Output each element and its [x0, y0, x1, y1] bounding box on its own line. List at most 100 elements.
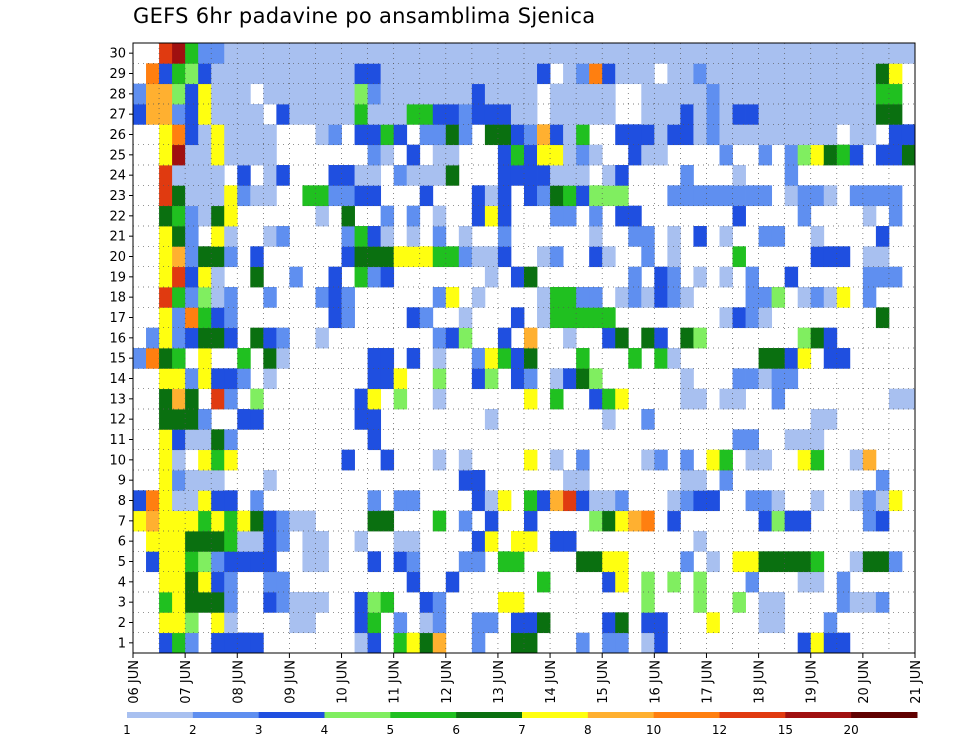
precip-cell [797, 43, 812, 64]
precip-cell [771, 592, 786, 613]
precip-cell [537, 43, 551, 64]
precip-cell [563, 63, 577, 85]
precip-cell [458, 449, 473, 471]
precip-cell [510, 144, 525, 166]
precip-cell [211, 266, 225, 288]
colorbar-swatch [192, 712, 260, 718]
precip-cell [367, 632, 382, 654]
precip-cell [276, 63, 290, 85]
precip-cell [628, 144, 642, 166]
precip-cell [888, 104, 903, 125]
precip-cell [745, 63, 759, 85]
precip-cell [576, 43, 590, 64]
precip-cell [380, 205, 395, 227]
precip-cell [510, 104, 525, 125]
precip-cell [354, 632, 368, 654]
precip-cell [419, 632, 434, 654]
precip-cell [185, 165, 199, 186]
precip-cell [367, 409, 382, 430]
precip-cell [159, 185, 173, 207]
precip-cell [211, 571, 225, 593]
precip-cell [159, 612, 173, 634]
precip-cell [224, 307, 238, 329]
precip-cell [419, 124, 434, 146]
precip-cell [237, 63, 251, 85]
precip-cell [224, 531, 238, 552]
precip-cell [211, 632, 225, 654]
precip-cell [849, 592, 877, 613]
precip-cell [745, 490, 759, 512]
precip-cell [432, 165, 447, 186]
precip-cell [406, 43, 421, 64]
precip-cell [758, 185, 773, 207]
precip-cell [198, 63, 212, 85]
y-tick-label: 8 [118, 494, 126, 509]
precip-cell [602, 327, 616, 349]
y-tick-label: 4 [118, 575, 126, 590]
precip-cell [602, 632, 616, 654]
precip-cell [641, 409, 655, 430]
precip-cell [341, 307, 355, 329]
precip-cell [693, 470, 707, 491]
precip-cell [849, 449, 864, 471]
precip-cell [615, 327, 629, 349]
precip-cell [875, 63, 890, 85]
precip-cell [172, 63, 186, 85]
precip-cell [524, 83, 538, 105]
precip-cell [159, 571, 173, 593]
precip-cell [497, 226, 512, 247]
precip-cell [471, 470, 486, 491]
precip-cell [862, 43, 877, 64]
precip-cell [406, 632, 421, 654]
precip-cell [172, 287, 186, 308]
precip-cell [484, 43, 499, 64]
precip-cell [211, 287, 225, 308]
y-tick-label: 6 [118, 535, 126, 550]
precip-cell [185, 470, 199, 491]
precip-cell [641, 144, 655, 166]
precip-cell [393, 43, 408, 64]
precip-cell [224, 144, 238, 166]
precip-cell [289, 612, 303, 634]
precip-cell [823, 246, 838, 268]
precip-cell [458, 307, 473, 329]
precip-cell [719, 226, 733, 247]
precip-cell [732, 165, 746, 186]
precip-cell [641, 83, 655, 105]
precip-cell [406, 348, 421, 369]
precip-cell [524, 144, 538, 166]
precip-cell [849, 63, 864, 85]
precip-cell [341, 287, 355, 308]
precip-cell [159, 124, 173, 146]
precip-cell [537, 571, 551, 593]
precip-cell [159, 592, 173, 613]
precip-cell [250, 409, 264, 430]
precip-cell [576, 449, 590, 471]
precip-cell [367, 490, 382, 512]
precip-cell [211, 429, 225, 451]
precip-cell [224, 449, 238, 471]
precip-cell [484, 368, 499, 390]
colorbar-label: 12 [712, 723, 727, 737]
precip-cell [810, 327, 825, 349]
precip-cell [550, 165, 564, 186]
precip-cell [667, 287, 681, 308]
precip-cell [667, 104, 681, 125]
precip-cell [615, 632, 629, 654]
precip-cell [823, 83, 838, 105]
precip-cell [497, 205, 512, 227]
precip-cell [419, 185, 434, 207]
precip-cell [628, 287, 642, 308]
precip-cell [224, 429, 238, 451]
precip-cell [719, 388, 733, 410]
precip-cell [550, 490, 564, 512]
precip-cell [862, 185, 877, 207]
precip-cell [641, 63, 655, 85]
precip-cell [875, 83, 890, 105]
precip-cell [159, 510, 173, 532]
precip-cell [797, 551, 812, 573]
precip-cell [367, 83, 382, 105]
precip-cell [354, 612, 368, 634]
precip-cell [146, 104, 160, 125]
precip-cell [550, 124, 564, 146]
